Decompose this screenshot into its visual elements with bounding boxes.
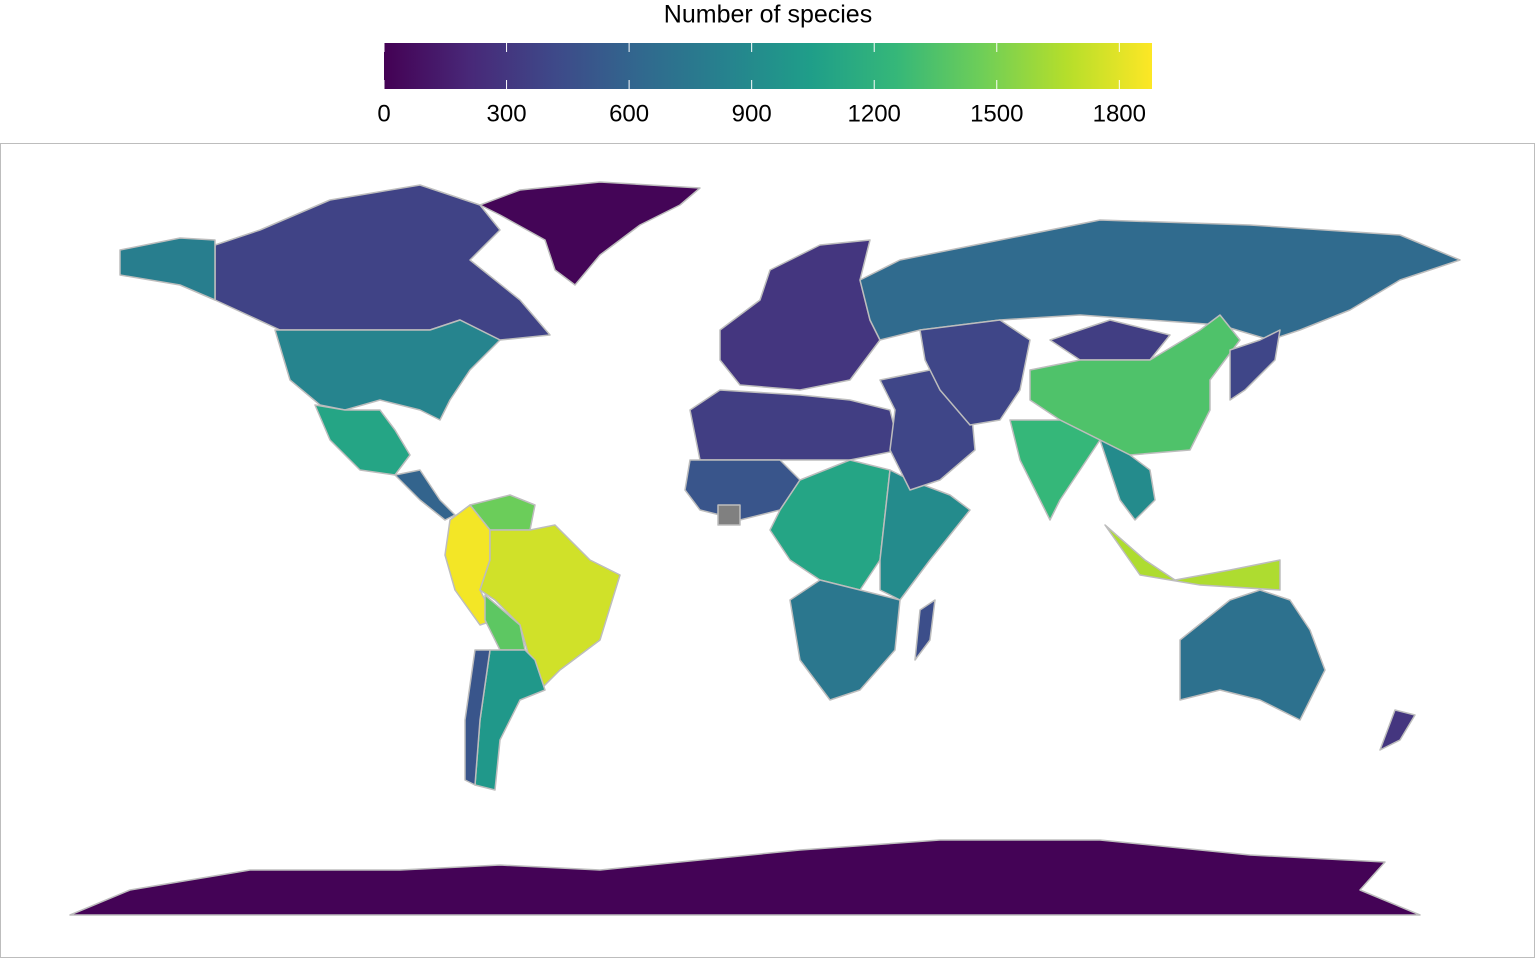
country-region xyxy=(274,319,501,421)
country-region xyxy=(69,839,1421,916)
country-region xyxy=(1104,524,1281,591)
country-region xyxy=(464,649,491,786)
country-region xyxy=(1099,439,1156,521)
colorbar-tick-label: 1200 xyxy=(848,100,901,127)
country-region xyxy=(1049,319,1171,361)
colorbar xyxy=(384,43,1152,89)
country-region xyxy=(717,504,741,526)
colorbar-tick-label: 600 xyxy=(609,100,649,127)
country-region xyxy=(769,459,891,591)
country-region xyxy=(684,459,801,521)
country-region xyxy=(119,237,216,301)
colorbar-tick-label: 1800 xyxy=(1093,100,1146,127)
country-region xyxy=(914,599,936,661)
country-region xyxy=(394,469,456,521)
country-region xyxy=(479,181,701,286)
country-region xyxy=(479,524,621,691)
colorbar-tick-label: 300 xyxy=(487,100,527,127)
colorbar-tick-label: 1500 xyxy=(970,100,1023,127)
country-region xyxy=(1009,419,1101,521)
country-region xyxy=(919,319,1031,426)
country-region xyxy=(1179,589,1326,721)
country-region xyxy=(789,579,901,701)
country-region xyxy=(314,404,411,476)
colorbar-tick-label: 0 xyxy=(377,100,390,127)
legend-title: Number of species xyxy=(664,1,872,29)
colorbar-tick-label: 900 xyxy=(732,100,772,127)
country-region xyxy=(1379,709,1416,751)
country-region xyxy=(1229,329,1281,401)
